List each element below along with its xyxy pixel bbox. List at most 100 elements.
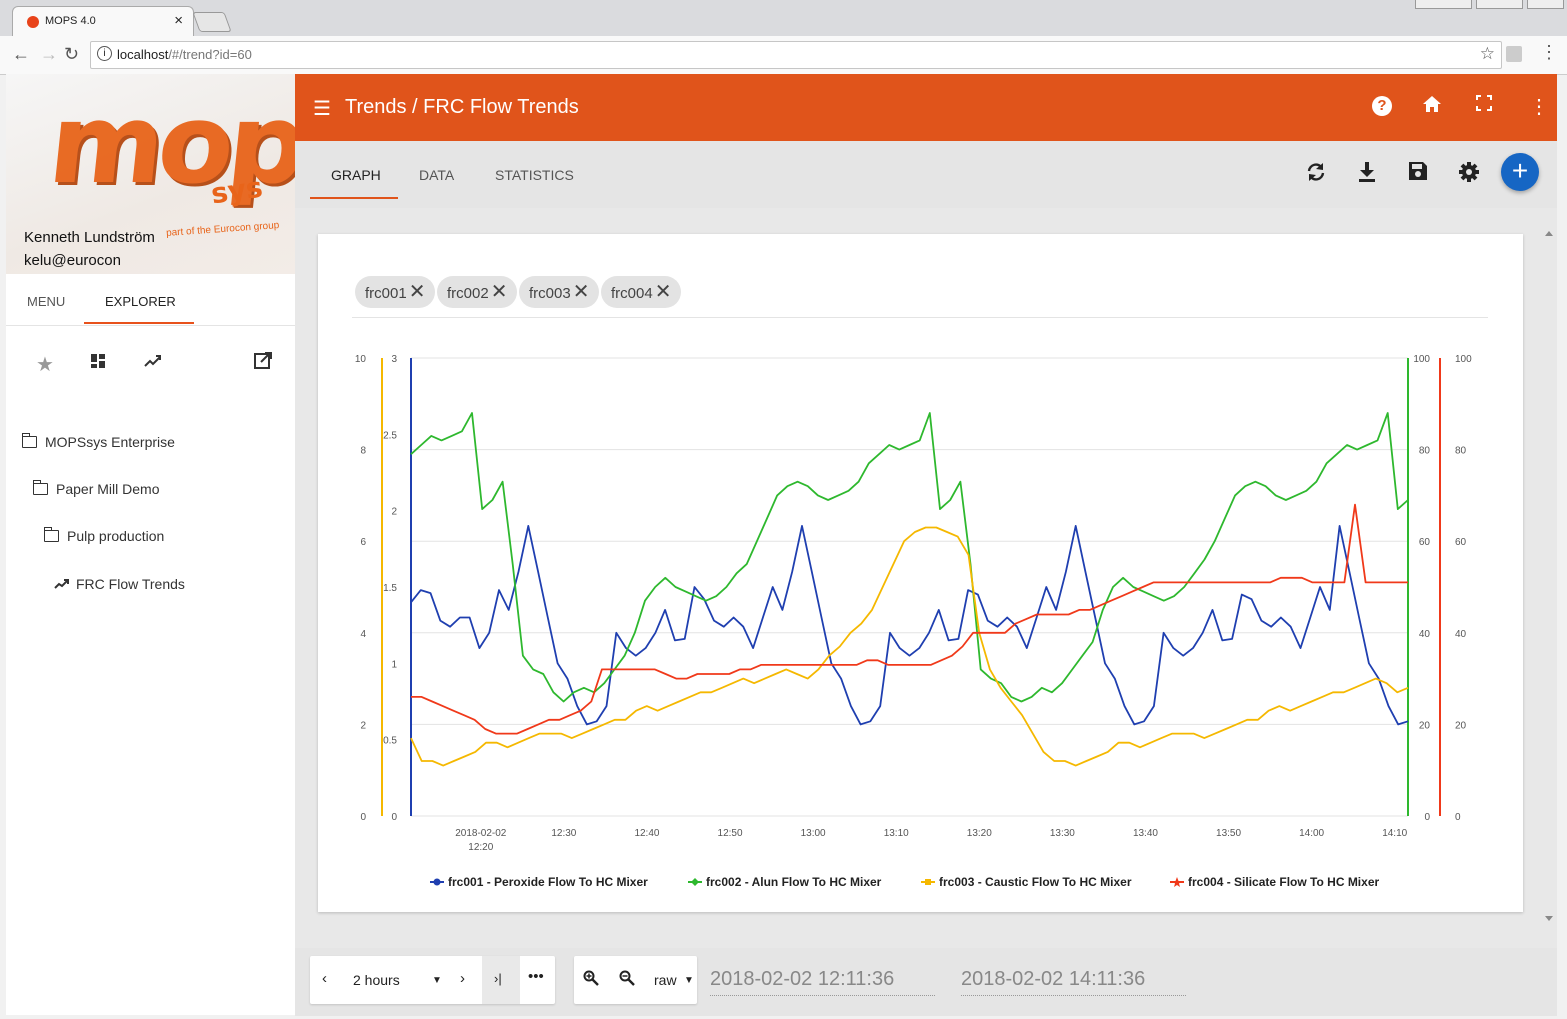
y-tick-label: 20 — [1455, 720, 1467, 731]
browser-tab[interactable]: MOPS 4.0 × — [12, 6, 194, 37]
window-control[interactable] — [1527, 0, 1564, 9]
fullscreen-icon[interactable] — [1475, 94, 1493, 118]
more-horizontal-icon[interactable]: ••• — [528, 968, 544, 985]
y-tick-label: 20 — [1419, 720, 1431, 731]
time-nav-group: ‹ 2 hours ▼ › ›| ••• — [310, 956, 555, 1004]
help-icon[interactable]: ? — [1372, 96, 1392, 116]
start-datetime-field[interactable]: 2018-02-02 12:11:36 — [710, 968, 895, 990]
mops-favicon-icon — [27, 16, 39, 28]
logo-tagline: part of the Eurocon group — [165, 220, 280, 239]
settings-gear-icon[interactable] — [1458, 161, 1480, 189]
user-email: kelu@eurocon — [24, 252, 121, 269]
x-tick-label: 12:20 — [468, 842, 493, 853]
trend-chart[interactable]: 024681000.511.522.5302040608010002040608… — [318, 234, 1523, 912]
chip-frc003[interactable]: frc003 ✕ — [519, 276, 600, 308]
x-tick-label: 13:10 — [884, 828, 909, 839]
y-tick-label: 0 — [1424, 812, 1430, 823]
zoom-out-icon[interactable] — [619, 970, 635, 990]
dropdown-arrow-icon[interactable]: ▼ — [432, 975, 442, 986]
remove-chip-icon[interactable]: ✕ — [408, 281, 426, 303]
save-icon[interactable] — [1408, 161, 1428, 187]
y-tick-label: 0 — [391, 812, 397, 823]
tree-item-frc-flow-trends[interactable]: FRC Flow Trends — [54, 576, 185, 592]
dashboard-icon[interactable] — [90, 352, 106, 375]
add-button[interactable]: + — [1501, 153, 1539, 191]
new-tab-button[interactable] — [192, 12, 232, 32]
x-tick-label: 13:00 — [801, 828, 826, 839]
folder-icon — [22, 433, 37, 448]
chip-frc002[interactable]: frc002 ✕ — [437, 276, 518, 308]
y-tick-label: 2 — [391, 507, 397, 518]
y-tick-label: 2 — [360, 720, 366, 731]
scrollbar[interactable] — [1541, 228, 1557, 928]
tree-item-paper-mill[interactable]: Paper Mill Demo — [33, 480, 159, 497]
dropdown-arrow-icon[interactable]: ▼ — [684, 975, 694, 986]
x-tick-label: 13:20 — [967, 828, 992, 839]
range-select[interactable]: 2 hours — [353, 972, 400, 988]
tab-graph[interactable]: GRAPH — [331, 167, 381, 183]
download-icon[interactable] — [1357, 161, 1377, 189]
mode-select[interactable]: raw — [654, 972, 677, 988]
tree-item-enterprise[interactable]: MOPSsys Enterprise — [22, 433, 175, 450]
end-datetime-field[interactable]: 2018-02-02 14:11:36 — [961, 968, 1146, 990]
y-tick-label: 100 — [1455, 354, 1472, 365]
browser-menu-icon[interactable]: ⋮ — [1540, 42, 1558, 62]
legend-marker — [433, 878, 441, 886]
bookmark-star-icon[interactable]: ☆ — [1479, 44, 1495, 63]
chart-card: frc001 ✕ frc002 ✕ frc003 ✕ frc004 ✕ 0 2 4 6 8 10 0… — [318, 234, 1523, 912]
field-underline — [961, 994, 1186, 996]
star-icon[interactable]: ★ — [36, 354, 54, 376]
folder-icon — [44, 527, 59, 542]
zoom-in-icon[interactable] — [583, 970, 599, 990]
tab-menu[interactable]: MENU — [27, 294, 66, 309]
back-arrow-icon[interactable]: ← — [12, 44, 30, 64]
sidebar: mops sys part of the Eurocon group Kenne… — [6, 74, 296, 1015]
window-control[interactable] — [1476, 0, 1523, 9]
y-tick-label: 60 — [1455, 537, 1467, 548]
tab-explorer[interactable]: EXPLORER — [105, 294, 176, 309]
home-icon[interactable] — [1422, 94, 1442, 120]
previous-icon[interactable]: ‹ — [322, 970, 327, 987]
hamburger-menu-icon[interactable]: ☰ — [313, 98, 331, 120]
x-tick-label: 14:00 — [1299, 828, 1324, 839]
legend-label: frc004 - Silicate Flow To HC Mixer — [1188, 875, 1379, 889]
browser-tab-title: MOPS 4.0 — [45, 15, 96, 27]
field-underline — [710, 994, 935, 996]
browser-toolbar: ← → ↻ i localhost/#/trend?id=60 ☆ ⋮ — [0, 36, 1567, 75]
y-tick-label: 4 — [360, 629, 366, 640]
info-icon[interactable]: i — [97, 46, 112, 61]
tab-statistics[interactable]: STATISTICS — [495, 167, 574, 183]
zoom-group: raw ▼ — [574, 956, 697, 1004]
y-tick-label: 6 — [360, 537, 366, 548]
remove-chip-icon[interactable]: ✕ — [490, 281, 508, 303]
app-bar: ☰ Trends / FRC Flow Trends ? ⋮ — [295, 74, 1557, 141]
y-tick-label: 100 — [1413, 354, 1430, 365]
tab-indicator — [310, 197, 398, 199]
remove-chip-icon[interactable]: ✕ — [654, 281, 672, 303]
tab-data[interactable]: DATA — [419, 167, 455, 183]
refresh-icon[interactable] — [1305, 161, 1327, 189]
tab-indicator — [84, 322, 194, 324]
y-tick-label: 10 — [355, 354, 367, 365]
chip-frc004[interactable]: frc004 ✕ — [601, 276, 682, 308]
legend-marker — [925, 879, 931, 885]
forward-arrow-icon[interactable]: → — [40, 44, 58, 64]
legend-marker — [691, 878, 699, 886]
remove-chip-icon[interactable]: ✕ — [572, 281, 590, 303]
chip-frc001[interactable]: frc001 ✕ — [355, 276, 436, 308]
extension-icon[interactable] — [1506, 46, 1522, 62]
address-bar[interactable]: i localhost/#/trend?id=60 ☆ — [90, 41, 1502, 69]
tree-item-pulp-production[interactable]: Pulp production — [44, 527, 164, 544]
window-control[interactable] — [1415, 0, 1472, 9]
jump-latest-button[interactable]: ›| — [482, 956, 520, 1004]
open-external-icon[interactable] — [254, 351, 272, 376]
y-tick-label: 3 — [391, 354, 397, 365]
user-name: Kenneth Lundström — [24, 229, 155, 246]
series-line-4 — [411, 503, 1408, 735]
trend-icon[interactable] — [144, 352, 162, 375]
y-tick-label: 1.5 — [383, 583, 397, 594]
reload-icon[interactable]: ↻ — [64, 44, 80, 64]
more-vertical-icon[interactable]: ⋮ — [1529, 96, 1549, 118]
close-tab-icon[interactable]: × — [174, 12, 183, 29]
next-icon[interactable]: › — [460, 970, 465, 987]
